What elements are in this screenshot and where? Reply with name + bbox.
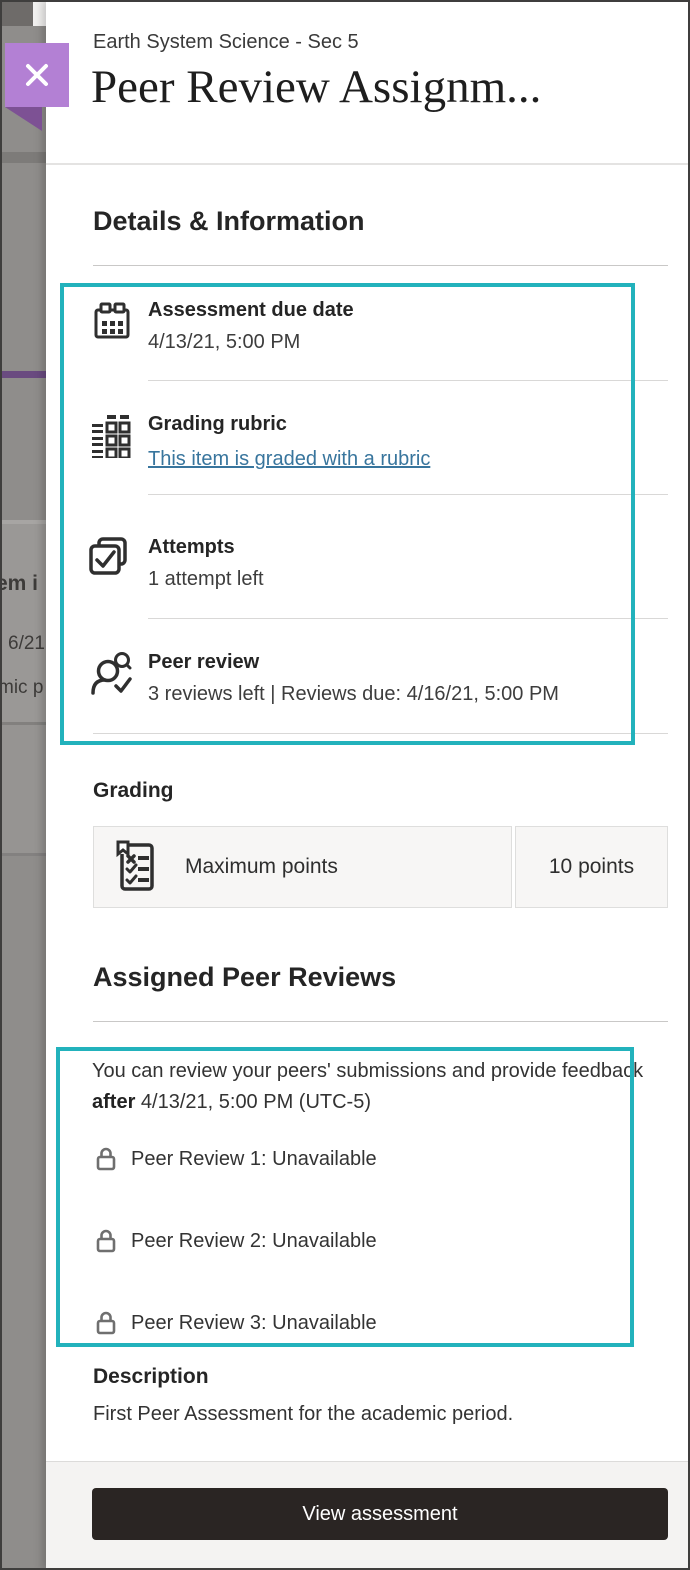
lock-icon — [96, 1147, 116, 1171]
background-header-gap — [33, 0, 46, 26]
header-divider — [46, 163, 690, 165]
attempts-label: Attempts — [148, 536, 235, 558]
attempts-value: 1 attempt left — [148, 568, 264, 590]
row-divider — [148, 380, 668, 381]
rubric-grid-icon — [92, 414, 132, 460]
rubric-link[interactable]: This item is graded with a rubric — [148, 448, 431, 470]
assignment-details-panel — [46, 0, 690, 1570]
assigned-peer-reviews-heading: Assigned Peer Reviews — [93, 962, 397, 992]
course-name: Earth System Science - Sec 5 — [93, 31, 359, 53]
calendar-icon — [93, 302, 131, 340]
due-date-value: 4/13/21, 5:00 PM — [148, 331, 301, 353]
page-title: Peer Review Assignm... — [91, 61, 542, 113]
peer-review-value: 3 reviews left | Reviews due: 4/16/21, 5… — [148, 683, 559, 705]
peer-review-item-label: Peer Review 2: Unavailable — [131, 1229, 377, 1252]
close-panel-button[interactable] — [5, 43, 69, 107]
description-heading: Description — [93, 1365, 209, 1388]
peer-review-item-label: Peer Review 1: Unavailable — [131, 1147, 377, 1170]
maximum-points-label: Maximum points — [185, 855, 338, 878]
row-divider — [93, 733, 668, 734]
dimmed-background-page: em i 6/21 mic p — [0, 0, 46, 1570]
section-divider — [93, 1021, 668, 1022]
maximum-points-row: Maximum points — [93, 826, 512, 908]
description-text: First Peer Assessment for the academic p… — [93, 1403, 514, 1425]
lock-icon — [96, 1311, 116, 1335]
maximum-points-value-cell: 10 points — [515, 826, 668, 908]
background-divider — [0, 722, 46, 725]
notice-text: You can review your peers' submissions a… — [92, 1060, 644, 1082]
peer-review-item-1: Peer Review 1: Unavailable — [95, 1146, 377, 1172]
due-date-label: Assessment due date — [148, 299, 354, 321]
grading-heading: Grading — [93, 779, 174, 802]
background-divider — [0, 853, 46, 856]
notice-after-emphasis: after — [92, 1091, 136, 1113]
background-band — [0, 152, 46, 163]
background-card-gap — [0, 520, 46, 524]
view-assessment-button[interactable]: View assessment — [92, 1488, 668, 1540]
checklist-sheet-icon — [113, 839, 159, 895]
grading-rubric-label: Grading rubric — [148, 413, 287, 435]
background-card — [0, 524, 46, 722]
peer-review-item-2: Peer Review 2: Unavailable — [95, 1228, 377, 1254]
lock-icon — [96, 1229, 116, 1253]
background-text-fragment: 6/21 — [8, 633, 45, 654]
background-text-fragment: mic p — [0, 677, 44, 698]
footer-divider — [46, 1461, 690, 1462]
details-information-heading: Details & Information — [93, 206, 365, 236]
background-text-fragment: em i — [0, 572, 39, 595]
attempts-check-icon — [88, 536, 130, 576]
review-availability-notice: You can review your peers' submissions a… — [92, 1056, 644, 1118]
row-divider — [148, 618, 668, 619]
row-divider — [148, 494, 668, 495]
background-card — [0, 725, 46, 853]
peer-review-people-icon — [88, 648, 134, 698]
maximum-points-value: 10 points — [548, 855, 635, 878]
close-icon — [26, 64, 48, 86]
notice-text: 4/13/21, 5:00 PM (UTC-5) — [135, 1091, 372, 1113]
background-purple-accent-line — [0, 371, 46, 378]
peer-review-label: Peer review — [148, 651, 260, 673]
background-header-block — [0, 0, 33, 26]
section-divider — [93, 265, 668, 266]
peer-review-item-3: Peer Review 3: Unavailable — [95, 1310, 377, 1336]
peer-review-item-label: Peer Review 3: Unavailable — [131, 1311, 377, 1334]
